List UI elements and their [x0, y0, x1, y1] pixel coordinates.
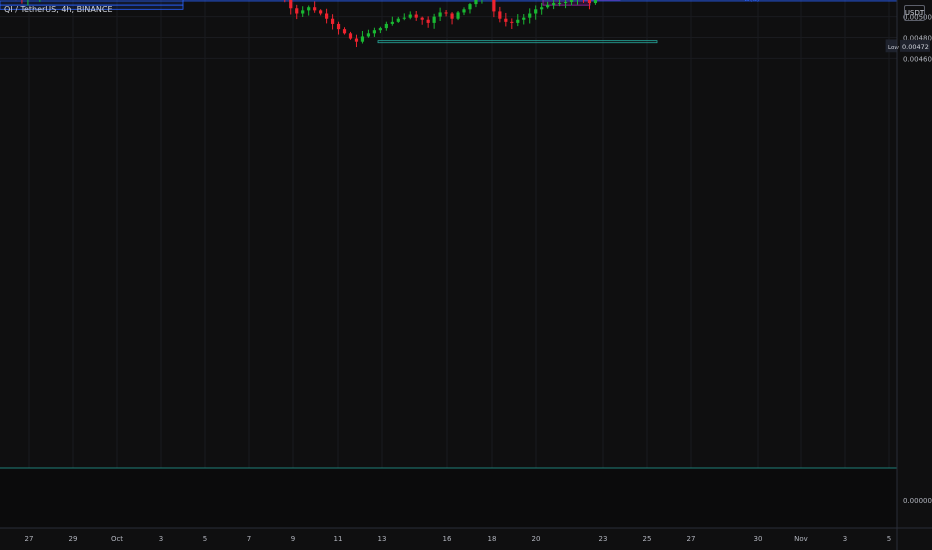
- volume-tick-label: 0.00000: [903, 497, 932, 505]
- candle-body: [319, 10, 323, 14]
- candle-body: [492, 0, 496, 12]
- candle-body: [438, 12, 442, 17]
- candle-body: [307, 7, 311, 11]
- candle-body: [330, 18, 335, 24]
- zone-label: D(S): [744, 0, 760, 3]
- symbol-title: QI / TetherUS, 4h, BINANCE: [4, 5, 113, 14]
- candle-body: [569, 0, 574, 3]
- low-value-box: [900, 39, 930, 52]
- candle-body: [342, 29, 347, 34]
- candle-body: [534, 9, 538, 14]
- x-tick-label: 11: [334, 535, 343, 543]
- candle-body: [450, 13, 454, 19]
- candle-body: [325, 13, 329, 19]
- x-tick-label: Nov: [794, 535, 808, 543]
- candle-body: [372, 30, 376, 34]
- candle-body: [384, 23, 388, 29]
- candle-body: [366, 33, 371, 37]
- x-tick-label: 5: [203, 535, 207, 543]
- x-tick-label: 3: [159, 535, 163, 543]
- y-tick-label: 0.00500: [903, 14, 932, 22]
- x-tick-label: 13: [378, 535, 387, 543]
- candle-body: [360, 36, 365, 42]
- y-tick-label: 0.00460: [903, 55, 932, 63]
- candle-body: [462, 9, 466, 13]
- x-tick-label: 23: [599, 535, 608, 543]
- x-tick-label: 29: [69, 535, 78, 543]
- candle-body: [546, 5, 550, 8]
- candle-body: [402, 17, 406, 19]
- x-tick-label: 27: [687, 535, 696, 543]
- candle-body: [378, 28, 382, 31]
- candle-body: [563, 2, 568, 4]
- low-support-line: [377, 40, 658, 44]
- currency-selector[interactable]: USDT: [904, 5, 925, 21]
- candle-body: [390, 21, 394, 24]
- x-tick-label: Oct: [111, 535, 123, 543]
- candle-body: [289, 0, 293, 9]
- x-tick-label: 3: [843, 535, 847, 543]
- support-zone-left-2: [0, 4, 184, 10]
- x-tick-label: 18: [488, 535, 497, 543]
- low-value: 0.00472: [902, 43, 929, 51]
- candle-body: [522, 17, 526, 20]
- x-tick-label: 25: [643, 535, 652, 543]
- candle-body: [552, 3, 556, 6]
- candle-body: [426, 19, 430, 23]
- x-tick-label: 7: [247, 535, 251, 543]
- x-tick-label: 20: [532, 535, 541, 543]
- daily-support-zone: [182, 0, 898, 2]
- candle-body: [516, 19, 520, 23]
- candle-body: [468, 4, 472, 10]
- candle-body: [504, 18, 508, 22]
- candle-body: [408, 14, 412, 18]
- x-tick-label: 5: [887, 535, 891, 543]
- y-tick-label: 0.00480: [903, 35, 932, 43]
- candle-body: [456, 12, 460, 19]
- candle-body: [301, 10, 305, 14]
- candle-body: [348, 33, 353, 39]
- candle-body: [414, 14, 418, 18]
- candle-body: [354, 38, 359, 42]
- candle-body: [432, 16, 436, 23]
- x-tick-label: 9: [291, 535, 295, 543]
- candle-body: [295, 8, 299, 14]
- candle-body: [587, 0, 592, 4]
- y-tick-label: 0.00520: [903, 0, 932, 1]
- candle-body: [396, 18, 400, 22]
- volume-pane: [0, 468, 897, 528]
- candle-body: [510, 21, 514, 23]
- candle-body: [557, 3, 562, 5]
- candle-body: [593, 0, 598, 4]
- candle-body: [498, 11, 502, 19]
- candle-body: [313, 7, 317, 11]
- x-tick-label: 16: [443, 535, 452, 543]
- candle-body: [474, 0, 478, 5]
- low-label: Low: [888, 45, 899, 51]
- candle-body: [420, 17, 424, 20]
- x-tick-label: 27: [25, 535, 34, 543]
- x-tick-label: 30: [754, 535, 763, 543]
- candle-body: [528, 13, 532, 18]
- candle-body: [444, 12, 448, 14]
- candle-body: [540, 7, 544, 10]
- candle-body: [336, 23, 341, 30]
